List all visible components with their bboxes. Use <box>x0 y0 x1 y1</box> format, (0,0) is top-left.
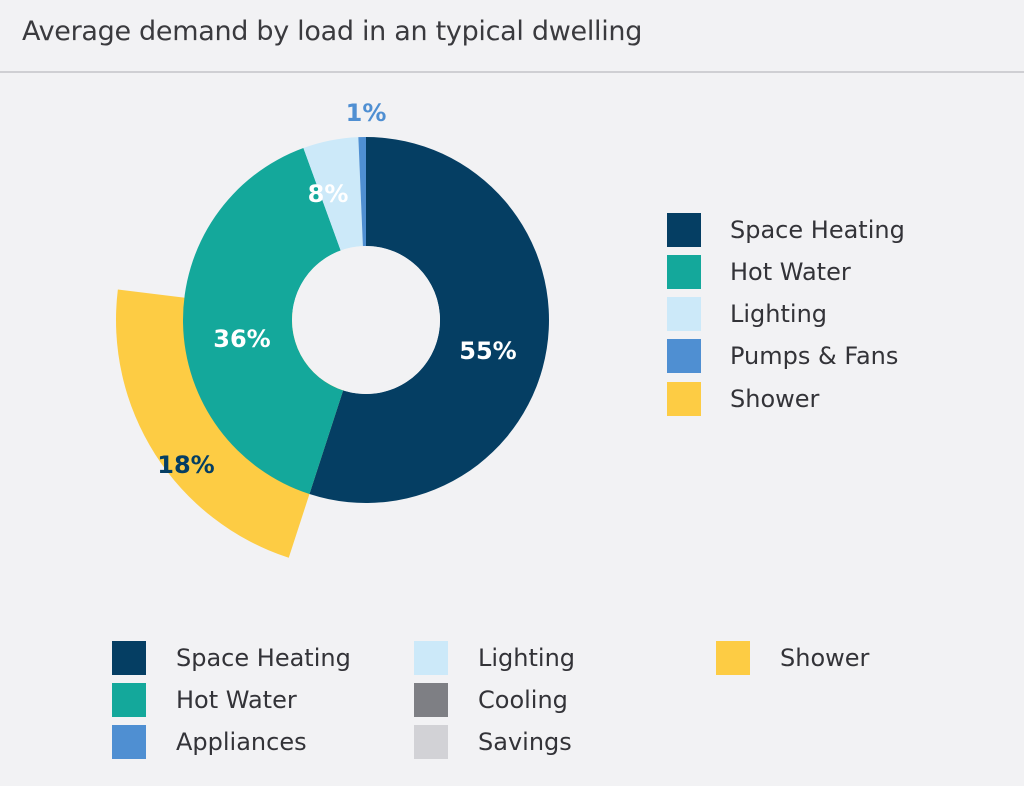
legend-bottom-label-hot-water: Hot Water <box>176 686 297 714</box>
data-label-pumps-fans: 1% <box>346 99 387 127</box>
legend-right-label-hot-water: Hot Water <box>730 258 851 286</box>
slice-hot-water <box>183 148 344 495</box>
legend-bottom-label-space-heating: Space Heating <box>176 644 351 672</box>
data-label-space-heating: 55% <box>459 337 516 365</box>
legend-bottom-label-lighting: Lighting <box>478 644 576 672</box>
data-label-shower: 18% <box>157 451 214 479</box>
legend-right-swatch-hot-water <box>667 255 701 289</box>
legend-bottom-swatch-lighting <box>414 641 448 675</box>
legend-right-label-pumps-fans: Pumps & Fans <box>730 342 899 370</box>
legend-bottom-swatch-hot-water <box>112 683 146 717</box>
slice-space-heating <box>309 137 549 503</box>
legend-right-label-space-heating: Space Heating <box>730 216 905 244</box>
data-label-hot-water: 36% <box>213 325 270 353</box>
slice-pumps-fans <box>358 137 366 247</box>
legend-right-swatch-shower <box>667 382 701 416</box>
legend-right-swatch-space-heating <box>667 213 701 247</box>
legend-right-label-shower: Shower <box>730 385 820 413</box>
legend-bottom-swatch-appliances <box>112 725 146 759</box>
legend-bottom-label-cooling: Cooling <box>478 686 568 714</box>
legend-bottom-swatch-space-heating <box>112 641 146 675</box>
legend-bottom-swatch-shower <box>716 641 750 675</box>
chart-title: Average demand by load in an typical dwe… <box>22 16 643 47</box>
legend-bottom-swatch-savings <box>414 725 448 759</box>
slice-lighting <box>303 137 363 251</box>
title-bar: Average demand by load in an typical dwe… <box>0 0 1024 73</box>
legend-bottom-label-savings: Savings <box>478 728 572 756</box>
donut-hole <box>292 246 440 394</box>
data-label-lighting: 8% <box>308 180 349 208</box>
legend-right-label-lighting: Lighting <box>730 300 828 328</box>
legend-bottom-swatch-cooling <box>414 683 448 717</box>
legend-bottom-label-appliances: Appliances <box>176 728 307 756</box>
legend-bottom-label-shower: Shower <box>780 644 870 672</box>
legend-right-swatch-lighting <box>667 297 701 331</box>
legend-right-swatch-pumps-fans <box>667 339 701 373</box>
